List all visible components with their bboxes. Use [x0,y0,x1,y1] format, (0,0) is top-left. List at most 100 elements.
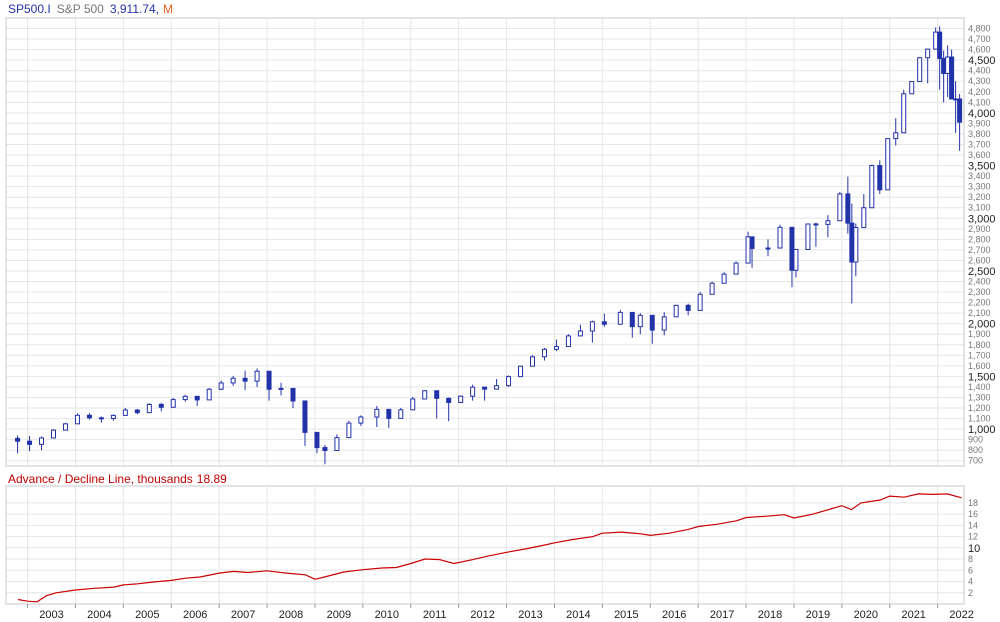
price-tick-label: 1,600 [968,361,991,371]
candle-body [933,31,939,50]
candle-body [458,395,464,403]
candle-body [346,422,352,439]
x-tick-label: 2005 [135,609,159,621]
x-tick-label: 2006 [183,609,207,621]
price-tick-label: 2,400 [968,277,991,287]
candle-body [893,132,899,140]
candle-body [661,316,667,331]
candle-body [15,437,21,442]
candle-body [793,248,799,271]
x-tick-label: 2016 [662,609,686,621]
indicator-tick-label: 4 [968,577,973,587]
candle-body [901,93,907,134]
price-chart-header: SP500.I S&P 500 3,911.74, M [8,2,173,16]
candle-body [470,386,476,397]
price-tick-label: 4,500 [968,55,996,67]
price-y-axis: 7008009001,0001,1001,2001,3001,4001,5001… [968,24,996,466]
price-tick-label: 1,200 [968,403,991,413]
price-frame [5,17,965,467]
price-tick-label: 2,200 [968,298,991,308]
candle-body [110,414,116,419]
candle-body [422,390,428,400]
candle-body [765,247,771,250]
price-tick-label: 3,700 [968,139,991,149]
candle-body [398,409,404,419]
candle-body [877,165,883,191]
price-tick-label: 1,400 [968,382,991,392]
x-tick-label: 2014 [566,609,590,621]
x-tick-label: 2022 [949,609,973,621]
indicator-tick-label: 8 [968,554,973,564]
candle-body [206,388,212,401]
candle-body [266,370,272,390]
candle-body [158,403,164,408]
candle-body [62,423,68,431]
price-tick-label: 1,000 [968,424,996,436]
price-tick-label: 3,100 [968,203,991,213]
price-tick-label: 3,800 [968,129,991,139]
candle-body [697,293,703,311]
price-tick-label: 3,000 [968,213,996,225]
candle-body [805,223,811,250]
indicator-value: 18.89 [196,472,227,486]
candle-body [733,262,739,275]
price-tick-label: 1,300 [968,392,991,402]
candle-body [825,220,831,225]
x-tick-label: 2010 [375,609,399,621]
candle-body [518,365,524,378]
candle-body [673,304,679,318]
x-tick-label: 2017 [710,609,734,621]
price-tick-label: 1,900 [968,329,991,339]
indicator-header: Advance / Decline Line, thousands 18.89 [8,472,227,486]
x-tick-label: 2007 [231,609,255,621]
indicator-tick-label: 2 [968,588,973,598]
price-tick-label: 4,200 [968,87,991,97]
candle-body [386,408,392,419]
candle-body [358,416,364,424]
candle-body [278,387,284,390]
candle-body [601,321,607,325]
candle-body [745,236,751,264]
price-tick-label: 4,700 [968,34,991,44]
candle-body [709,282,715,295]
x-tick-label: 2021 [901,609,925,621]
candle-body [937,31,943,59]
symbol-label[interactable]: SP500.I [8,2,51,16]
x-tick-label: 2020 [854,609,878,621]
candle-body [853,227,859,263]
candle-body [122,409,128,416]
candle-body [649,314,655,331]
x-tick-label: 2009 [327,609,351,621]
indicator-tick-label: 12 [968,532,978,542]
candle-body [949,56,955,100]
candle-body [541,348,547,358]
indicator-panel [17,493,962,603]
candle-body [909,81,915,95]
price-tick-label: 2,100 [968,308,991,318]
candle-body [446,397,452,403]
x-tick-label: 2015 [614,609,638,621]
x-tick-label: 2013 [518,609,542,621]
candle-body [410,398,416,411]
price-tick-label: 4,100 [968,97,991,107]
price-tick-label: 3,500 [968,161,996,173]
indicator-title: Advance / Decline Line, thousands [8,472,193,486]
period-label[interactable]: M [163,2,174,16]
price-tick-label: 4,400 [968,66,991,76]
x-tick-label: 2019 [806,609,830,621]
price-tick-label: 700 [968,456,983,466]
price-tick-label: 2,000 [968,319,996,331]
candle-body [302,400,308,433]
candle-body [134,409,140,414]
candle-body [957,98,963,123]
candle-body [777,226,783,249]
candle-body [146,403,152,414]
candle-body [506,376,512,387]
x-tick-label: 2004 [87,609,111,621]
indicator-grid [5,485,965,605]
candle-body [629,311,635,328]
candle-body [925,48,931,59]
indicator-tick-label: 6 [968,565,973,575]
